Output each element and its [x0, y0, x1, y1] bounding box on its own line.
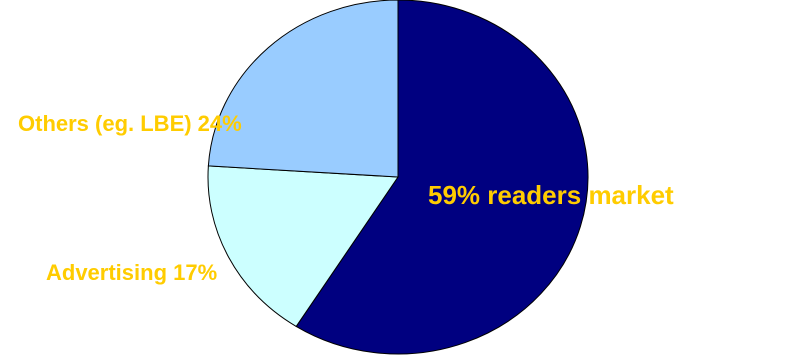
slice-label-others: Others (eg. LBE) 24%: [18, 111, 242, 136]
slice-label-readers-market: 59% readers market: [428, 180, 674, 210]
slice-label-advertising: Advertising 17%: [46, 260, 217, 285]
slice-others: [207, 0, 399, 178]
slice-advertising: [207, 165, 399, 328]
slice-readers-market: [295, 0, 589, 355]
pie-slices: [207, 0, 589, 355]
